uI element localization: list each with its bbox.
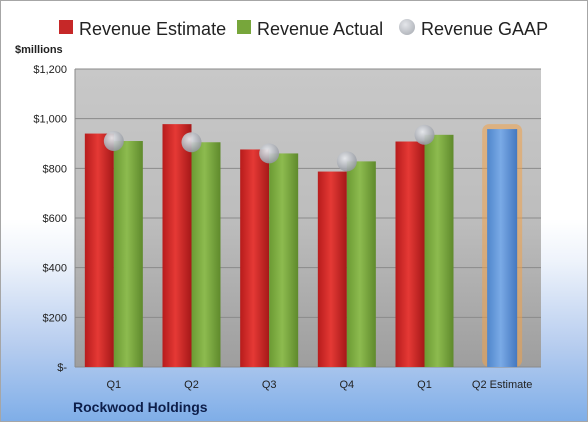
- legend-label-revenue-estimate: Revenue Estimate: [79, 19, 227, 39]
- x-tick-label: Q4: [339, 379, 354, 391]
- marker-revenue-gaap: [336, 151, 357, 172]
- legend-label-revenue-gaap: Revenue GAAP: [421, 19, 549, 39]
- bar-revenue-actual: [269, 153, 299, 367]
- x-tick-label: Q2 Estimate: [472, 379, 533, 391]
- x-tick-label: Q3: [262, 379, 277, 391]
- x-tick-label: Q2: [184, 379, 199, 391]
- company-name: Rockwood Holdings: [73, 399, 208, 415]
- marker-revenue-gaap: [103, 131, 124, 152]
- bar-revenue-estimate: [395, 141, 425, 367]
- legend-label-revenue-actual: Revenue Actual: [257, 19, 384, 39]
- y-tick-label: $-: [57, 362, 67, 374]
- y-tick-label: $1,200: [33, 64, 67, 76]
- bar-revenue-estimate: [240, 149, 270, 367]
- x-tick-label: Q1: [417, 379, 432, 391]
- marker-revenue-gaap: [259, 143, 280, 164]
- legend-swatch-revenue-estimate: [59, 20, 73, 34]
- bar-revenue-estimate: [162, 124, 192, 367]
- y-tick-label: $600: [43, 213, 67, 225]
- bar-revenue-actual: [191, 142, 221, 367]
- bar-revenue-estimate-next: [487, 129, 518, 367]
- y-axis-title: $millions: [15, 44, 63, 56]
- legend-marker-revenue-gaap: [399, 19, 415, 35]
- bar-revenue-actual: [346, 161, 376, 367]
- y-tick-label: $400: [43, 263, 67, 275]
- marker-revenue-gaap: [414, 124, 435, 145]
- chart-legend: Revenue Estimate Revenue Actual Revenue …: [1, 15, 588, 45]
- y-tick-label: $800: [43, 163, 67, 175]
- bar-revenue-actual: [113, 141, 143, 367]
- bar-revenue-actual: [424, 134, 454, 367]
- legend-swatch-revenue-actual: [237, 20, 251, 34]
- bar-revenue-estimate: [84, 133, 114, 367]
- y-tick-label: $1,000: [33, 114, 67, 126]
- y-tick-label: $200: [43, 312, 67, 324]
- x-tick-label: Q1: [106, 379, 121, 391]
- marker-revenue-gaap: [181, 132, 202, 153]
- bar-revenue-estimate: [317, 171, 347, 367]
